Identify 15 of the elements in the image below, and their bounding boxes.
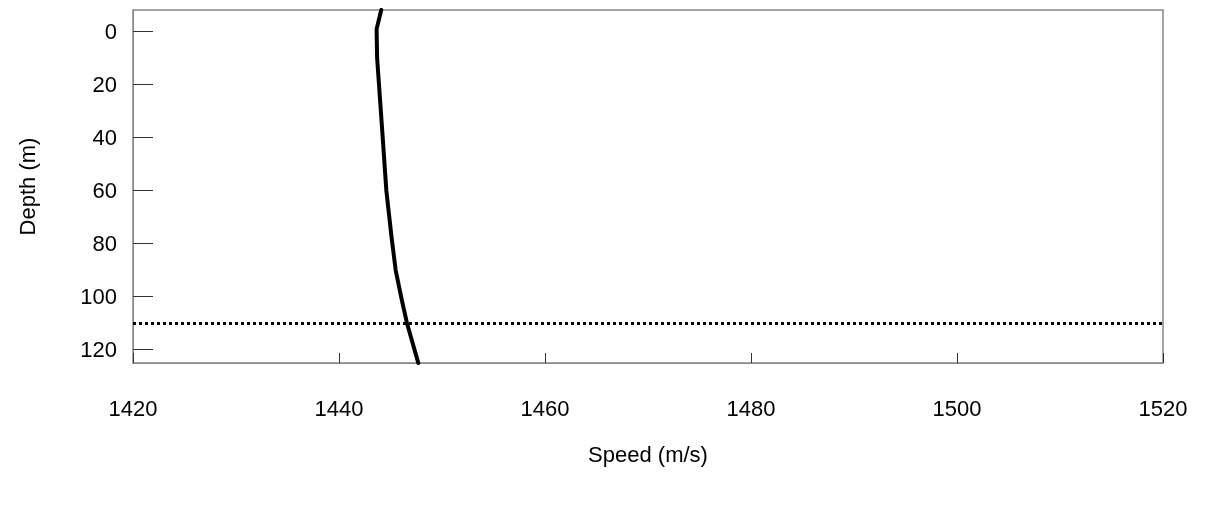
y-tick-label: 40 [92, 124, 117, 150]
y-tick-label: 100 [80, 284, 117, 310]
x-tick-label: 1420 [108, 395, 158, 421]
x-axis-title: Speed (m/s) [588, 441, 708, 467]
x-tick-label: 1500 [932, 395, 982, 421]
x-tick-label: 1520 [1138, 395, 1188, 421]
y-tick-label: 20 [92, 71, 117, 97]
y-tick-label: 60 [92, 177, 117, 203]
y-axis-title: Depth (m) [14, 137, 40, 236]
x-tick-label: 1440 [314, 395, 364, 421]
x-tick-label: 1460 [520, 395, 570, 421]
y-tick-label: 120 [80, 337, 117, 363]
y-tick-label: 80 [92, 231, 117, 257]
x-tick-label: 1480 [726, 395, 776, 421]
y-tick-label: 0 [104, 18, 117, 44]
